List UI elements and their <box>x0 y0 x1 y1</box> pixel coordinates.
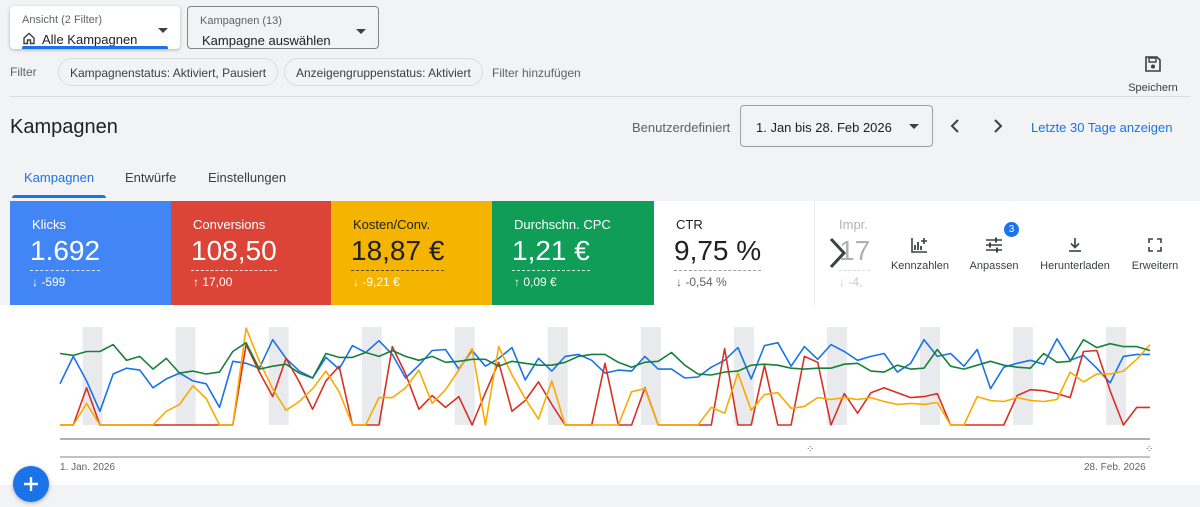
chart-x-end-label: 28. Feb. 2026 <box>1084 462 1146 473</box>
tab-settings[interactable]: Einstellungen <box>208 170 287 185</box>
tab-active-indicator <box>12 195 106 198</box>
metric-title: Klicks <box>32 217 66 232</box>
view-dropdown-label: Ansicht (2 Filter) <box>22 14 103 26</box>
next-metrics-button[interactable] <box>823 235 851 276</box>
chevron-right-icon <box>829 237 847 269</box>
page-title: Kampagnen <box>10 116 118 138</box>
save-label: Speichern <box>1128 82 1178 94</box>
chevron-down-icon <box>158 28 168 33</box>
view-dropdown-value: Alle Kampagnen <box>42 32 138 47</box>
metric-delta: ↓ -0,54 % <box>676 275 727 289</box>
download-icon <box>1069 238 1081 252</box>
chart-panel: ⁘ ⁘ 1. Jan. 2026 28. Feb. 2026 <box>0 305 1200 485</box>
customize-button[interactable]: Anpassen 3 <box>966 222 1022 272</box>
weekend-band <box>1013 327 1034 425</box>
metric-value: 1,21 € <box>512 234 590 271</box>
campaign-dropdown[interactable]: Kampagnen (13) Kampagne auswählen <box>187 6 379 49</box>
chevron-down-icon <box>356 29 366 34</box>
filter-label: Filter <box>10 65 37 79</box>
tool-label: Erweitern <box>1131 260 1179 272</box>
tool-label: Herunterladen <box>1040 260 1110 272</box>
chevron-left-icon <box>950 119 959 133</box>
range-handle-icon: ⁘ <box>1145 444 1153 455</box>
metric-value: 108,50 <box>191 234 277 271</box>
weekend-band <box>547 327 568 425</box>
series-line-3 <box>59 338 1151 379</box>
metric-delta: ↓ -599 <box>32 275 66 289</box>
metric-card-conversions[interactable]: Conversions 108,50 ↑ 17,00 <box>171 201 331 305</box>
metric-delta: ↓ -9,21 € <box>353 275 400 289</box>
previous-period-button[interactable] <box>945 116 965 141</box>
metric-value: 18,87 € <box>351 234 445 271</box>
date-mode-label: Benutzerdefiniert <box>632 120 731 135</box>
metric-delta: ↓ -4, <box>839 275 863 289</box>
badge-count: 3 <box>1004 222 1019 237</box>
metric-title: CTR <box>676 217 703 232</box>
save-button[interactable]: Speichern <box>1124 55 1182 94</box>
metric-delta: ↑ 17,00 <box>193 275 233 289</box>
metric-card-impressions[interactable]: Impr. 17 ↓ -4, <box>815 201 1200 305</box>
add-chart-icon <box>911 238 927 253</box>
metric-card-clicks[interactable]: Klicks 1.692 ↓ -599 <box>10 201 171 305</box>
metric-delta: ↑ 0,09 € <box>514 275 557 289</box>
series-line-0 <box>59 337 1150 413</box>
next-period-button[interactable] <box>988 116 1008 141</box>
metric-card-cost-per-conversion[interactable]: Kosten/Conv. 18,87 € ↓ -9,21 € <box>331 201 492 305</box>
metric-card-ctr[interactable]: CTR 9,75 % ↓ -0,54 % <box>654 201 815 305</box>
fullscreen-icon <box>1148 238 1162 252</box>
metric-impressions-faded: Impr. 17 ↓ -4, <box>815 201 875 305</box>
plus-icon <box>24 477 38 491</box>
metric-title: Conversions <box>193 217 266 232</box>
chart-x-start-label: 1. Jan. 2026 <box>60 462 116 473</box>
chevron-right-icon <box>994 119 1003 133</box>
save-icon <box>1124 55 1182 78</box>
last-30-days-link[interactable]: Letzte 30 Tage anzeigen <box>1031 120 1173 135</box>
weekend-band <box>640 327 661 425</box>
view-dropdown[interactable]: Ansicht (2 Filter) Alle Kampagnen <box>10 6 180 49</box>
tab-campaigns[interactable]: Kampagnen <box>24 170 95 185</box>
home-icon <box>22 31 36 50</box>
tune-icon <box>986 237 1002 253</box>
download-button[interactable]: Herunterladen <box>1036 236 1114 272</box>
filter-chip-campaign-status[interactable]: Kampagnenstatus: Aktiviert, Pausiert <box>58 58 279 86</box>
weekend-band <box>268 327 289 425</box>
header-divider <box>10 96 1190 97</box>
tool-label: Anpassen <box>969 260 1019 272</box>
series-line-2 <box>60 327 1151 426</box>
tool-label: Kennzahlen <box>890 260 950 272</box>
add-fab-button[interactable] <box>13 466 49 502</box>
performance-line-chart: ⁘ ⁘ <box>59 327 1153 458</box>
weekend-band <box>1106 327 1127 425</box>
tab-drafts[interactable]: Entwürfe <box>125 170 177 185</box>
expand-button[interactable]: Erweitern <box>1128 236 1182 272</box>
range-handle-icon: ⁘ <box>806 444 814 455</box>
metric-title: Durchschn. CPC <box>514 217 611 232</box>
metric-title: Kosten/Conv. <box>353 217 431 232</box>
date-range-value: 1. Jan bis 28. Feb 2026 <box>756 120 892 135</box>
metric-value: 9,75 % <box>674 234 762 271</box>
metric-title: Impr. <box>839 217 868 232</box>
metric-value: 17 <box>839 234 871 271</box>
view-dropdown-underline <box>22 46 168 49</box>
add-filter-link[interactable]: Filter hinzufügen <box>492 66 581 80</box>
metrics-button[interactable]: Kennzahlen <box>890 236 950 272</box>
campaign-dropdown-label: Kampagnen (13) <box>200 15 282 27</box>
metric-card-avg-cpc[interactable]: Durchschn. CPC 1,21 € ↑ 0,09 € <box>492 201 654 305</box>
metric-value: 1.692 <box>30 234 101 271</box>
campaign-dropdown-value: Kampagne auswählen <box>202 33 331 48</box>
chevron-down-icon <box>909 124 919 129</box>
date-range-picker[interactable]: 1. Jan bis 28. Feb 2026 <box>740 105 933 147</box>
series-line-1 <box>60 343 1150 426</box>
filter-chip-adgroup-status[interactable]: Anzeigengruppenstatus: Aktiviert <box>284 58 483 86</box>
